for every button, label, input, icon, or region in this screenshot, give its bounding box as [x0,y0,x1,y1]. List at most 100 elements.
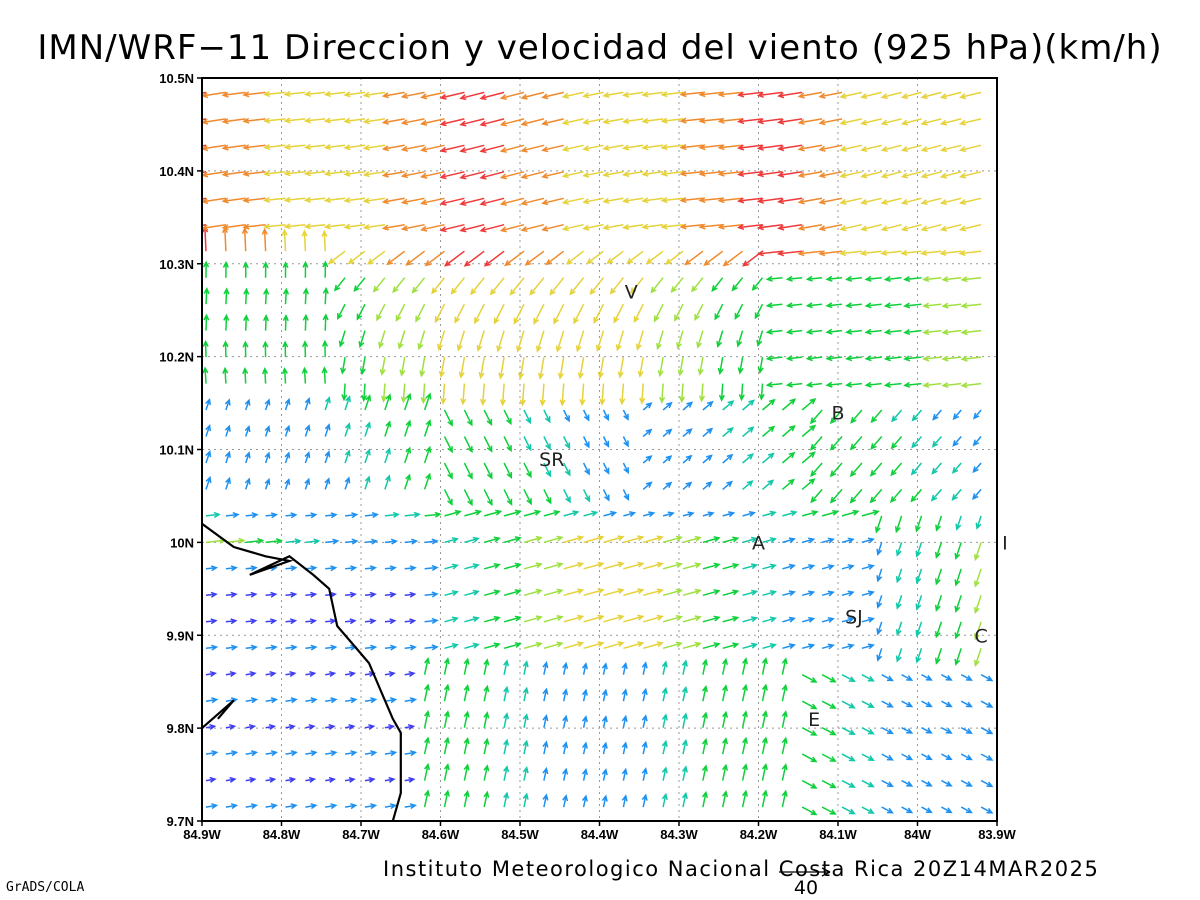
wind-vector [621,741,628,755]
wind-vector [458,356,466,379]
wind-vector [205,511,221,519]
wind-vector [642,641,664,650]
wind-vector [951,462,962,474]
wind-vector [960,806,973,814]
wind-vector [415,303,426,323]
wind-vector [479,91,505,101]
wind-vector [362,197,386,204]
wind-vector [825,381,843,388]
wind-vector [384,420,392,437]
wind-vector [545,250,565,266]
wind-vector [973,595,982,615]
wind-vector [622,489,630,501]
wind-vector [364,618,377,625]
y-tick-label: 9.9N [167,628,194,643]
wind-vector [205,449,212,464]
wind-vector [242,91,266,98]
wind-vector [464,509,483,517]
wind-vector [880,118,902,126]
wind-vector [562,794,569,808]
wind-vector [222,340,229,358]
wind-vector [498,356,505,380]
wind-vector [381,91,405,99]
wind-vector [777,91,803,99]
wind-vector [805,328,823,335]
wind-vector [459,223,485,233]
wind-vector [599,383,606,406]
wind-vector [682,562,702,570]
wind-vector [921,700,933,708]
wind-vector [761,683,768,702]
wind-vector [821,753,837,762]
wind-vector [225,591,238,598]
wind-vector [404,697,418,704]
wind-vector [721,737,729,755]
wind-vector [643,511,656,518]
wind-vector [721,790,729,808]
wind-vector [797,144,823,152]
city-label: SR [539,449,564,471]
wind-vector [303,223,326,230]
wind-vector [503,436,512,453]
wind-vector [404,644,417,651]
wind-vector [281,228,288,252]
wind-vector [781,657,788,675]
wind-vector [656,330,664,351]
wind-vector [642,614,664,623]
wind-vector [483,684,490,702]
wind-vector [895,648,903,663]
wind-vector [973,542,982,562]
wind-vector [623,511,637,517]
wind-vector [621,118,644,125]
wind-vector [520,171,545,180]
wind-vector [225,565,238,572]
wind-vector [602,144,624,151]
wind-vector [583,535,605,544]
wind-vector [404,723,416,731]
wind-vector [366,250,386,265]
wind-vector [682,454,693,464]
wind-vector [921,779,933,787]
wind-vector [322,313,329,331]
wind-vector [737,144,763,151]
wind-vector [839,144,863,152]
wind-vector [679,91,703,98]
wind-vector [762,398,776,411]
wind-vector [381,118,405,125]
wind-vector [679,170,703,177]
wind-vector [202,91,227,99]
wind-vector [423,789,431,808]
wind-vector [344,803,358,810]
wind-vector [881,806,894,814]
wind-vector [841,643,855,650]
wind-vector [423,657,431,675]
wind-vector [443,657,450,675]
wind-vector [242,340,249,358]
wind-vector [242,366,249,384]
wind-vector [454,303,466,324]
wind-vector [364,723,376,731]
wind-vector [954,542,962,561]
wind-vector [980,753,994,761]
wind-vector [384,591,397,598]
wind-vector [337,303,346,321]
wind-vector [281,366,288,384]
wind-vector [698,197,723,204]
wind-vector [839,171,863,179]
wind-vector [483,790,490,808]
wind-vector [542,793,549,808]
wind-vector [821,700,837,709]
wind-vector [483,250,505,267]
wind-vector [698,117,723,124]
wind-vector [921,674,933,681]
wind-vector [265,644,278,651]
wind-vector [404,670,416,678]
wind-vector [876,621,883,636]
wind-vector [483,409,493,426]
wind-vector [602,171,624,178]
wind-vector [555,330,565,353]
wind-vector [202,118,227,125]
wind-vector [265,670,277,678]
wind-vector [225,618,238,625]
wind-vector [633,303,644,324]
